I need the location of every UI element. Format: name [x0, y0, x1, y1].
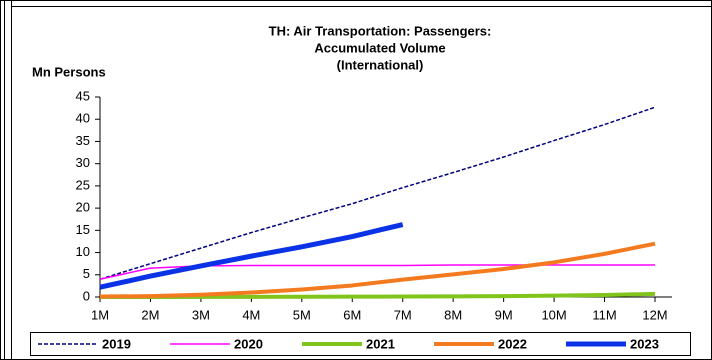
y-tick-label: 10	[76, 244, 90, 259]
x-tick-label: 8M	[444, 307, 462, 322]
x-tick-label: 2M	[141, 307, 159, 322]
y-tick-label: 40	[76, 111, 90, 126]
x-tick-label: 9M	[495, 307, 513, 322]
y-tick-label: 5	[83, 266, 90, 281]
x-tick-label: 6M	[343, 307, 361, 322]
y-tick-label: 25	[76, 177, 90, 192]
legend-box	[30, 332, 691, 356]
y-tick-label: 15	[76, 222, 90, 237]
legend-label: 2022	[498, 336, 527, 351]
y-tick-label: 45	[76, 88, 90, 103]
x-tick-label: 12M	[642, 307, 667, 322]
x-tick-label: 10M	[541, 307, 566, 322]
chart-title: Accumulated Volume	[314, 40, 445, 55]
x-tick-label: 11M	[592, 307, 616, 322]
x-tick-label: 3M	[192, 307, 210, 322]
y-tick-label: 20	[76, 200, 90, 215]
y-tick-label: 35	[76, 133, 90, 148]
legend-label: 2020	[234, 336, 263, 351]
legend-label: 2023	[630, 336, 659, 351]
series-line	[99, 241, 656, 299]
x-tick-label: 7M	[394, 307, 412, 322]
chart-title: TH: Air Transportation: Passengers:	[269, 23, 492, 38]
x-tick-label: 1M	[91, 307, 109, 322]
legend-label: 2019	[102, 336, 131, 351]
y-tick-label: 0	[83, 288, 90, 303]
x-tick-label: 4M	[242, 307, 260, 322]
y-tick-label: 30	[76, 155, 90, 170]
legend-label: 2021	[366, 336, 395, 351]
y-axis-label: Mn Persons	[32, 64, 106, 79]
series-line	[99, 222, 404, 290]
series-line	[99, 106, 656, 280]
chart-title: (International)	[337, 57, 424, 72]
x-tick-label: 5M	[293, 307, 311, 322]
